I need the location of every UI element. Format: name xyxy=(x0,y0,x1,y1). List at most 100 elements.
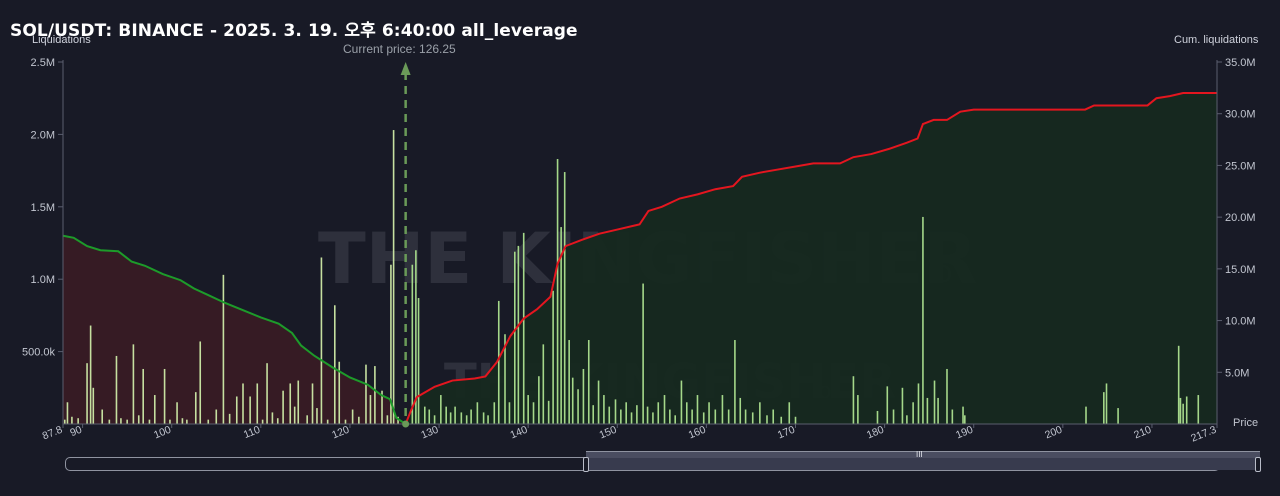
right-tick-label: 5.0M xyxy=(1225,367,1249,379)
liquidation-bar xyxy=(374,366,376,424)
liquidation-bar xyxy=(680,380,683,424)
liquidation-bar xyxy=(780,416,783,424)
liquidation-bar xyxy=(115,355,118,424)
liquidation-bars xyxy=(63,130,1200,425)
liquidation-bar xyxy=(249,396,251,424)
range-grip[interactable]: III xyxy=(916,450,923,459)
liquidation-bar xyxy=(63,419,66,424)
liquidation-bar xyxy=(714,409,717,424)
liquidation-bar xyxy=(504,334,506,424)
liquidation-bar xyxy=(1177,345,1180,424)
liquidation-bar xyxy=(71,416,73,424)
long-cum-fill xyxy=(63,235,406,424)
liquidation-bar xyxy=(449,412,452,424)
liquidation-bar xyxy=(620,409,622,424)
liquidation-bar xyxy=(1105,383,1108,424)
liquidation-bar xyxy=(493,402,496,424)
liquidation-bar xyxy=(1117,408,1119,424)
cumulative-lines xyxy=(62,92,1217,425)
liquidation-bar xyxy=(126,419,128,424)
range-handle-left[interactable] xyxy=(583,457,589,472)
liquidation-bar xyxy=(271,412,274,424)
liquidation-bar xyxy=(338,361,341,424)
liquidation-bar xyxy=(176,402,178,424)
x-tick-label: 170 xyxy=(776,424,797,442)
x-tick-label: 217.3 xyxy=(1189,424,1218,445)
liquidation-bar xyxy=(663,395,666,424)
left-tick-label: 1.5M xyxy=(31,202,55,214)
liquidation-bar xyxy=(476,402,479,424)
liquidation-bar xyxy=(66,402,69,424)
liquidation-bar xyxy=(169,419,171,424)
liquidation-bar xyxy=(751,412,754,424)
range-thumb[interactable] xyxy=(586,458,1260,470)
liquidation-bar xyxy=(886,386,889,424)
liquidation-bar xyxy=(652,412,654,424)
current-price-marker xyxy=(400,62,411,428)
x-tick-label: 210 xyxy=(1132,424,1153,442)
liquidation-bar xyxy=(297,380,300,424)
liquidation-bar xyxy=(532,402,535,424)
liquidation-bar xyxy=(657,402,660,424)
x-tick-label: 160 xyxy=(687,424,708,442)
range-scrollbar[interactable]: III xyxy=(65,451,1261,472)
liquidation-bar xyxy=(906,415,908,424)
short-cum-fill xyxy=(405,93,1218,425)
liquidation-bar xyxy=(276,418,279,424)
liquidation-bar xyxy=(708,402,710,424)
liquidation-chart[interactable]: THE KINGFISHER io THE KINGFISHER io 2.5M… xyxy=(0,0,1280,455)
liquidation-bar xyxy=(685,402,688,424)
liquidation-bar xyxy=(901,387,904,424)
liquidation-bar xyxy=(1197,395,1200,424)
liquidation-bar xyxy=(415,250,417,424)
liquidation-bar xyxy=(556,159,559,425)
liquidation-bar xyxy=(181,418,184,424)
liquidation-bar xyxy=(1185,396,1188,424)
liquidation-bar xyxy=(137,415,140,424)
liquidation-bar xyxy=(794,416,797,424)
short-cum-line xyxy=(404,92,1217,425)
liquidation-bar xyxy=(642,283,644,424)
liquidation-bar xyxy=(691,409,693,424)
liquidation-bar xyxy=(228,413,231,424)
liquidation-bar xyxy=(163,368,166,424)
liquidation-bar xyxy=(696,395,699,424)
liquidation-bar xyxy=(465,415,468,424)
chart-title: SOL/USDT: BINANCE - 2025. 3. 19. 오후 6:40… xyxy=(10,21,578,41)
liquidation-bar xyxy=(538,376,540,424)
liquidation-bar xyxy=(199,341,202,424)
range-handle-right[interactable] xyxy=(1255,457,1261,472)
long-cum-line xyxy=(62,234,407,425)
liquidation-bar xyxy=(962,406,964,424)
liquidation-bar xyxy=(922,216,924,424)
liquidation-bar xyxy=(344,419,347,424)
liquidation-bar xyxy=(235,396,238,424)
liquidation-bar xyxy=(587,340,590,424)
liquidation-bar xyxy=(392,130,395,424)
liquidation-bar xyxy=(937,397,939,424)
liquidation-bar xyxy=(261,419,264,424)
x-tick-label: 180 xyxy=(865,424,886,442)
liquidation-bar xyxy=(487,415,489,424)
liquidation-bar xyxy=(513,251,516,424)
liquidation-bar xyxy=(933,380,936,424)
liquidation-bar xyxy=(142,368,145,424)
liquidation-bar xyxy=(630,412,633,424)
liquidation-bar xyxy=(759,402,761,424)
liquidation-bar xyxy=(148,419,151,424)
liquidation-bar xyxy=(440,395,442,424)
right-tick-label: 15.0M xyxy=(1225,264,1256,276)
left-tick-label: 1.0M xyxy=(31,274,55,286)
liquidation-bar xyxy=(592,405,595,424)
liquidation-bar xyxy=(646,406,649,424)
liquidation-bar xyxy=(320,257,323,424)
right-tick-label: 20.0M xyxy=(1225,212,1256,224)
range-selector[interactable]: III xyxy=(586,450,1260,459)
right-tick-label: 35.0M xyxy=(1225,57,1256,69)
liquidation-bar xyxy=(946,368,948,424)
liquidation-bar xyxy=(222,274,225,424)
liquidation-bar xyxy=(582,368,585,424)
liquidation-bar xyxy=(460,412,463,424)
liquidation-bar xyxy=(522,232,525,424)
liquidation-bar xyxy=(470,409,472,424)
